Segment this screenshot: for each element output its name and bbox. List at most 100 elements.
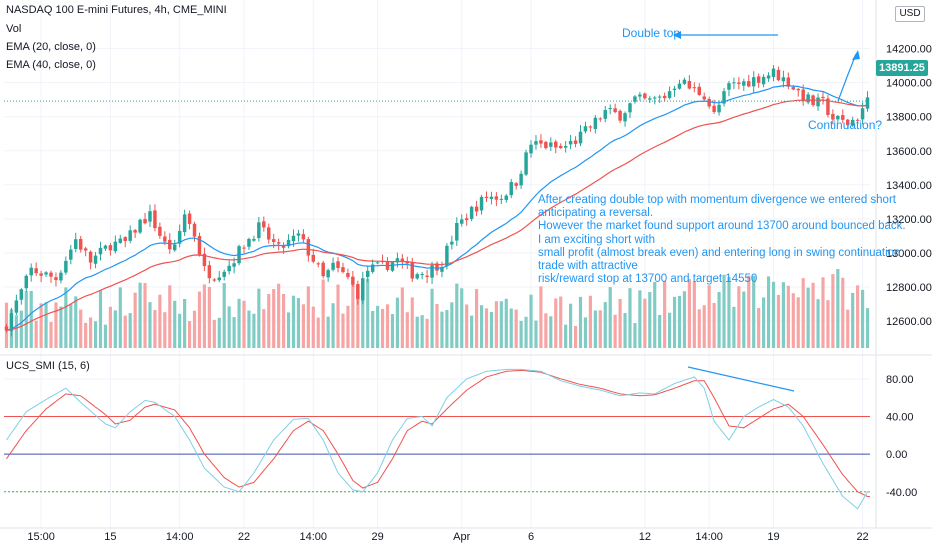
candle-body <box>311 254 316 262</box>
volume-bar <box>173 300 177 348</box>
volume-bar <box>291 295 296 348</box>
volume-bar <box>227 306 231 348</box>
volume-bar <box>321 279 325 348</box>
candle-body <box>93 255 98 264</box>
volume-bar <box>34 320 38 348</box>
candle-body <box>212 279 217 281</box>
candle-body <box>365 270 370 278</box>
candle-body <box>598 118 603 120</box>
candle-body <box>836 115 840 120</box>
candle-body <box>712 105 716 113</box>
candle-body <box>539 140 543 144</box>
candle-body <box>534 141 538 145</box>
candle-body <box>108 245 113 251</box>
candle-body <box>410 262 414 279</box>
volume-bar <box>262 309 266 348</box>
candle-body <box>361 278 365 301</box>
time-tick-label: 15:00 <box>27 531 55 543</box>
volume-bar <box>380 308 385 348</box>
volume-bar <box>796 297 800 348</box>
candle-body <box>692 87 697 89</box>
volume-bar <box>475 289 479 348</box>
candle-body <box>435 263 439 271</box>
volume-bar <box>856 285 860 348</box>
candle-body <box>83 248 88 251</box>
candle-body <box>608 107 612 109</box>
volume-bar <box>791 293 795 348</box>
volume-bar <box>687 279 691 348</box>
candle-body <box>554 141 558 148</box>
volume-bar <box>267 294 271 348</box>
volume-bar <box>425 318 429 348</box>
candle-body <box>766 75 771 79</box>
candle-body <box>648 98 652 100</box>
smi-slow-line <box>6 369 870 497</box>
candle-body <box>821 96 825 99</box>
volume-bar <box>430 288 434 348</box>
volume-bar <box>747 275 751 348</box>
note-line: risk/reward stop at 13700 and target 145… <box>538 273 758 286</box>
candle-body <box>356 284 360 300</box>
volume-bar <box>138 282 142 348</box>
volume-bar <box>727 276 731 348</box>
candle-body <box>826 98 830 115</box>
candle-body <box>118 238 123 243</box>
candle-body <box>257 222 261 239</box>
candle-body <box>440 267 444 272</box>
volume-bar <box>450 302 454 348</box>
currency-button[interactable]: USD <box>895 6 925 22</box>
price-tick-label: 13800.00 <box>886 112 932 124</box>
volume-bar <box>484 308 489 348</box>
volume-bar <box>702 305 706 348</box>
candle-body <box>187 213 192 224</box>
candle-body <box>643 93 647 99</box>
candle-body <box>153 210 157 229</box>
candle-body <box>375 262 380 264</box>
chart-title: NASDAQ 100 E-mini Futures, 4h, CME_MINI <box>6 4 227 16</box>
volume-bar <box>569 303 573 348</box>
volume-bar <box>217 317 221 348</box>
smi-fast-line <box>6 368 870 510</box>
candle-body <box>613 108 617 113</box>
price-tick-label: 13200.00 <box>886 214 932 226</box>
volume-bar <box>836 269 840 348</box>
volume-bar <box>64 287 68 348</box>
candle-body <box>732 82 736 84</box>
note-line: trade with attractive <box>538 260 638 273</box>
candle-body <box>49 272 53 277</box>
candle-body <box>776 69 781 81</box>
volume-bar <box>222 282 226 348</box>
volume-bar <box>316 317 320 348</box>
volume-bar <box>766 276 771 348</box>
volume-bar <box>356 287 360 348</box>
candle-body <box>771 68 776 77</box>
volume-bar <box>806 287 810 348</box>
candle-body <box>177 230 182 244</box>
candle-body <box>400 258 405 262</box>
candle-body <box>316 263 320 265</box>
volume-bar <box>707 285 711 348</box>
volume-bar <box>460 288 464 348</box>
volume-bar <box>663 280 667 348</box>
candle-body <box>450 241 454 245</box>
candle-body <box>623 113 627 122</box>
candle-body <box>182 214 187 233</box>
candle-body <box>281 245 286 248</box>
price-tick-label: 13400.00 <box>886 180 932 192</box>
candle-body <box>544 141 548 149</box>
continuation-label: Continuation? <box>808 118 883 132</box>
volume-bar <box>306 286 310 348</box>
candle-body <box>697 86 702 95</box>
double-top-arrow <box>673 31 681 39</box>
volume-bars <box>4 269 870 348</box>
volume-bar <box>331 303 335 348</box>
volume-bar <box>49 321 53 348</box>
candle-body <box>133 230 137 233</box>
volume-bar <box>697 309 701 348</box>
volume-bar <box>588 295 592 348</box>
volume-bar <box>672 296 677 348</box>
candle-body <box>19 289 24 300</box>
volume-bar <box>841 277 845 348</box>
volume-bar <box>376 305 380 348</box>
